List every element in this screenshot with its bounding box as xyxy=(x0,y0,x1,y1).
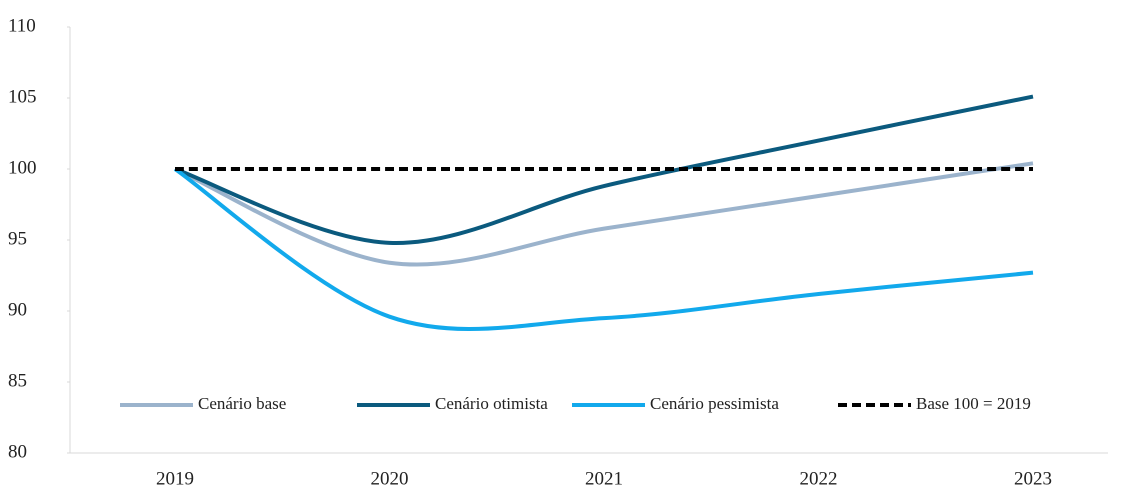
y-tick-label: 90 xyxy=(8,299,27,320)
legend-label: Cenário pessimista xyxy=(650,394,779,413)
series-line xyxy=(174,161,1034,267)
x-tick-label: 2020 xyxy=(371,468,409,489)
y-tick-label: 100 xyxy=(8,157,37,178)
legend-label: Cenário otimista xyxy=(435,394,548,413)
legend-label: Base 100 = 2019 xyxy=(916,394,1031,413)
x-tick-label: 2023 xyxy=(1014,468,1052,489)
y-tick-label: 105 xyxy=(8,86,37,107)
series-line xyxy=(173,167,1034,332)
series-line xyxy=(174,94,1034,245)
legend-label: Cenário base xyxy=(198,394,286,413)
y-tick-label: 110 xyxy=(8,15,36,36)
x-tick-label: 2022 xyxy=(800,468,838,489)
legend: Cenário base Cenário otimista Cenário pess… xyxy=(120,394,1031,413)
y-tick-label: 95 xyxy=(8,228,27,249)
x-tick-label: 2021 xyxy=(585,468,623,489)
y-tick-label: 80 xyxy=(8,441,27,462)
y-tick-label: 85 xyxy=(8,370,27,391)
x-tick-label: 2019 xyxy=(156,468,194,489)
